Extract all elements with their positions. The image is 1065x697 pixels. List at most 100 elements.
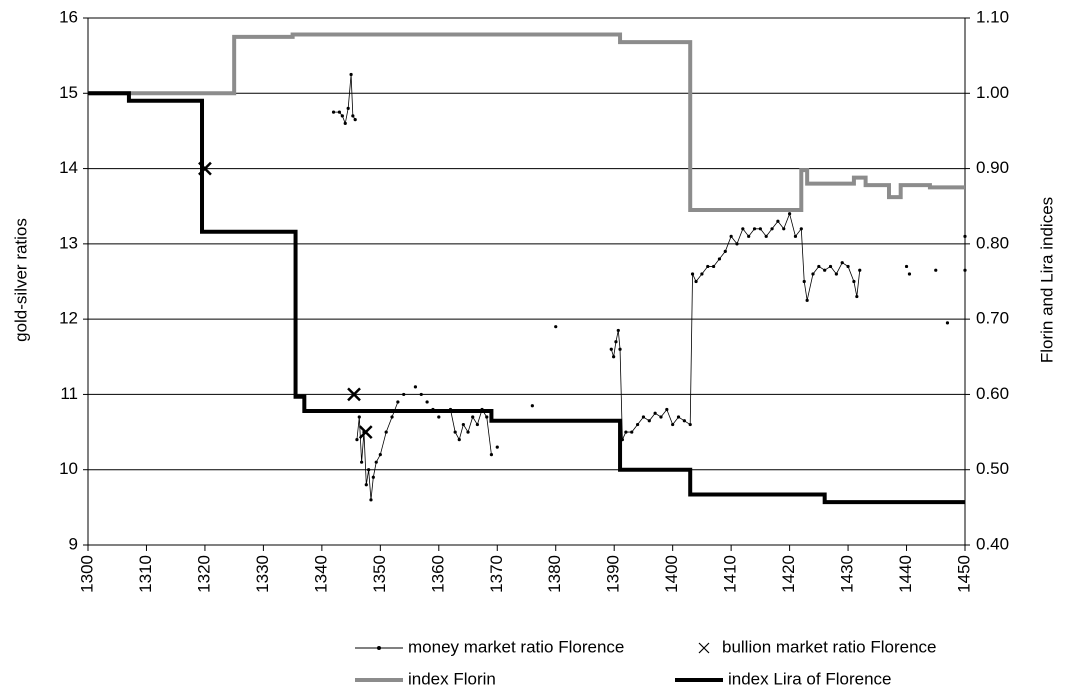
x-tick-label: 1420 (779, 555, 798, 593)
ratio-dot (554, 325, 558, 329)
ratio-dot (770, 227, 774, 231)
ratio-dot (367, 468, 371, 472)
ratio-dot (355, 438, 359, 442)
ratio-dot (834, 272, 838, 276)
ratio-dot (353, 118, 357, 122)
ratio-dot (384, 430, 388, 434)
y-tick-label: 13 (59, 233, 78, 252)
y2-tick-label: 0.60 (976, 384, 1009, 403)
ratio-dot (846, 264, 850, 269)
y2-tick-label: 1.10 (976, 7, 1009, 26)
ratio-dot (817, 264, 821, 269)
ratio-dot (799, 227, 803, 231)
y2-tick-label: 1.00 (976, 83, 1009, 102)
ratio-dot (963, 268, 967, 272)
ratio-dot (641, 415, 646, 419)
ratio-dot (364, 483, 368, 487)
ratio-dot (729, 234, 733, 238)
y-tick-label: 9 (69, 534, 78, 553)
y-tick-label: 15 (59, 83, 78, 102)
ratio-dot (858, 268, 862, 272)
ratio-dot (659, 415, 663, 419)
index-line (88, 91, 965, 505)
ratio-dot (934, 268, 938, 272)
ratio-dot (653, 411, 657, 415)
legend-label: bullion market ratio Florence (722, 637, 936, 656)
legend-label: index Florin (408, 669, 496, 688)
ratio-dot (907, 272, 912, 276)
ratio-dot (390, 415, 394, 419)
ratio-dot (331, 110, 336, 114)
ratio-dot (369, 498, 373, 502)
ratio-dot (676, 415, 681, 419)
ratio-dot (612, 355, 616, 359)
ratio-dot (618, 347, 622, 351)
ratio-dot (688, 422, 692, 427)
x-tick-label: 1430 (838, 555, 857, 593)
legend-dot (377, 646, 381, 650)
ratio-dot (747, 234, 751, 238)
cross-marker (347, 387, 361, 402)
ratio-dot (396, 400, 400, 404)
ratio-dot (723, 249, 727, 253)
legend-label: money market ratio Florence (408, 637, 624, 656)
ratio-line (610, 212, 861, 440)
ratio-dot (485, 415, 489, 419)
cross-marker (358, 425, 373, 439)
ratio-dot (530, 404, 534, 408)
ratio-dot (475, 422, 479, 427)
y2-tick-label: 0.70 (976, 309, 1009, 328)
y2-tick-label: 0.90 (976, 158, 1009, 177)
ratio-dot (694, 279, 698, 284)
ratio-dot (741, 227, 745, 231)
x-tick-label: 1440 (896, 555, 915, 593)
ratio-dot (700, 272, 704, 276)
ratio-dot (457, 438, 461, 442)
ratio-dot (374, 460, 378, 464)
ratio-dot (752, 227, 757, 231)
y2-tick-label: 0.80 (976, 233, 1009, 252)
ratio-dot (402, 392, 406, 397)
y-tick-label: 16 (59, 7, 78, 26)
y-tick-label: 11 (60, 384, 78, 403)
ratio-dot (828, 264, 833, 269)
x-tick-label: 1330 (253, 555, 272, 593)
ratio-dot (413, 385, 418, 389)
ratio-dot (782, 227, 786, 231)
ratio-dot (776, 219, 780, 223)
ratio-dot (805, 298, 809, 302)
ratio-dot (788, 212, 792, 216)
x-tick-label: 1320 (194, 555, 213, 593)
ratio-dot (624, 430, 628, 434)
x-tick-label: 1340 (311, 555, 330, 593)
ratio-dot (357, 415, 361, 419)
ratio-dot (378, 453, 382, 457)
ratio-dot (852, 279, 856, 284)
ratio-dot (793, 234, 798, 238)
ratio-dot (840, 261, 844, 265)
ratio-dot (945, 321, 950, 325)
y2-tick-label: 0.50 (976, 459, 1009, 478)
y-tick-label: 10 (59, 459, 78, 478)
ratio-dot (616, 328, 620, 333)
ratio-dot (764, 234, 768, 238)
x-tick-label: 1310 (136, 555, 155, 593)
ratio-dot (963, 234, 967, 238)
ratio-dot (419, 392, 423, 397)
ratio-dot (337, 110, 342, 114)
legend-label: index Lira of Florence (728, 669, 891, 688)
ratio-dot (425, 400, 429, 404)
ratio-line (450, 408, 492, 455)
ratio-dot (343, 121, 347, 125)
ratio-dot (609, 347, 613, 351)
ratio-dot (495, 445, 499, 449)
ratio-dot (671, 422, 675, 427)
ratio-dot (630, 430, 634, 434)
ratio-dot (346, 106, 350, 110)
ratio-dot (735, 242, 739, 246)
ratio-dot (453, 430, 457, 434)
ratio-dot (635, 422, 640, 427)
ratio-dot (802, 279, 806, 284)
x-tick-label: 1380 (545, 555, 564, 593)
ratio-dot (437, 415, 441, 419)
